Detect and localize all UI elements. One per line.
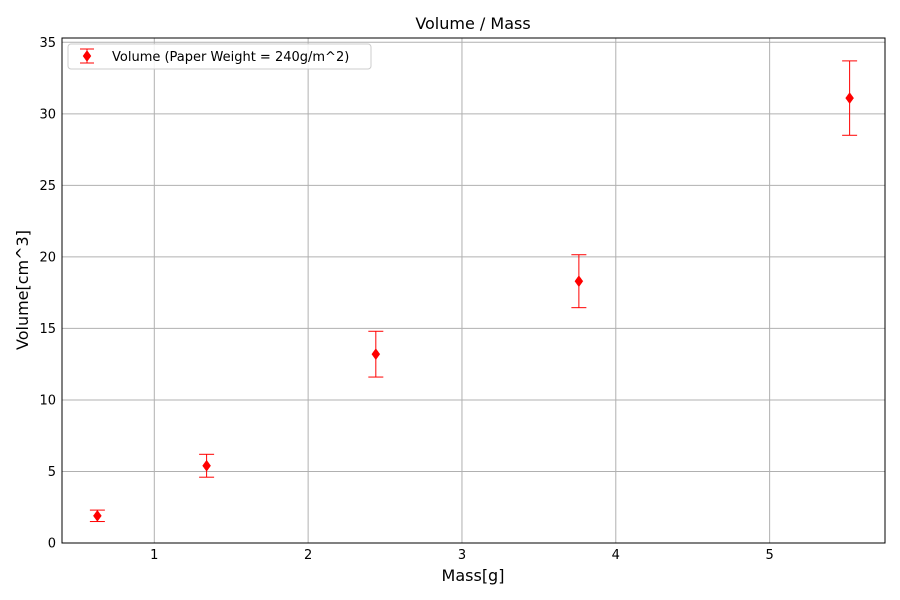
data-point xyxy=(202,459,211,472)
y-tick-label: 10 xyxy=(39,393,56,408)
x-tick-label: 4 xyxy=(612,548,620,563)
legend: Volume (Paper Weight = 240g/m^2) xyxy=(67,43,372,70)
series-layer xyxy=(89,60,858,523)
x-tick-label: 5 xyxy=(765,548,773,563)
legend-diamond-marker xyxy=(82,50,92,62)
y-tick-label: 0 xyxy=(48,537,56,552)
y-tick-label: 30 xyxy=(39,107,56,122)
chart-title: Volume / Mass xyxy=(415,14,530,33)
data-point xyxy=(93,509,102,522)
data-point xyxy=(371,348,381,361)
legend-marker xyxy=(80,48,94,64)
x-ticks: 1 2 3 4 5 xyxy=(150,548,774,563)
x-axis-label: Mass[g] xyxy=(442,566,505,585)
data-point xyxy=(574,275,584,288)
x-tick-label: 3 xyxy=(458,548,466,563)
x-tick-label: 2 xyxy=(304,548,312,563)
y-tick-label: 15 xyxy=(39,322,56,337)
y-tick-label: 35 xyxy=(39,36,56,51)
data-point xyxy=(845,92,854,105)
y-ticks: 0 5 10 15 20 25 30 35 xyxy=(39,36,56,552)
x-tick-label: 1 xyxy=(150,548,158,563)
y-tick-label: 5 xyxy=(48,465,56,480)
y-tick-label: 25 xyxy=(39,179,56,194)
legend-box xyxy=(67,43,372,70)
y-axis-label: Volume[cm^3] xyxy=(13,230,32,350)
y-tick-label: 20 xyxy=(39,250,56,265)
plot-frame xyxy=(61,37,886,544)
legend-entry-label: Volume (Paper Weight = 240g/m^2) xyxy=(112,50,349,65)
